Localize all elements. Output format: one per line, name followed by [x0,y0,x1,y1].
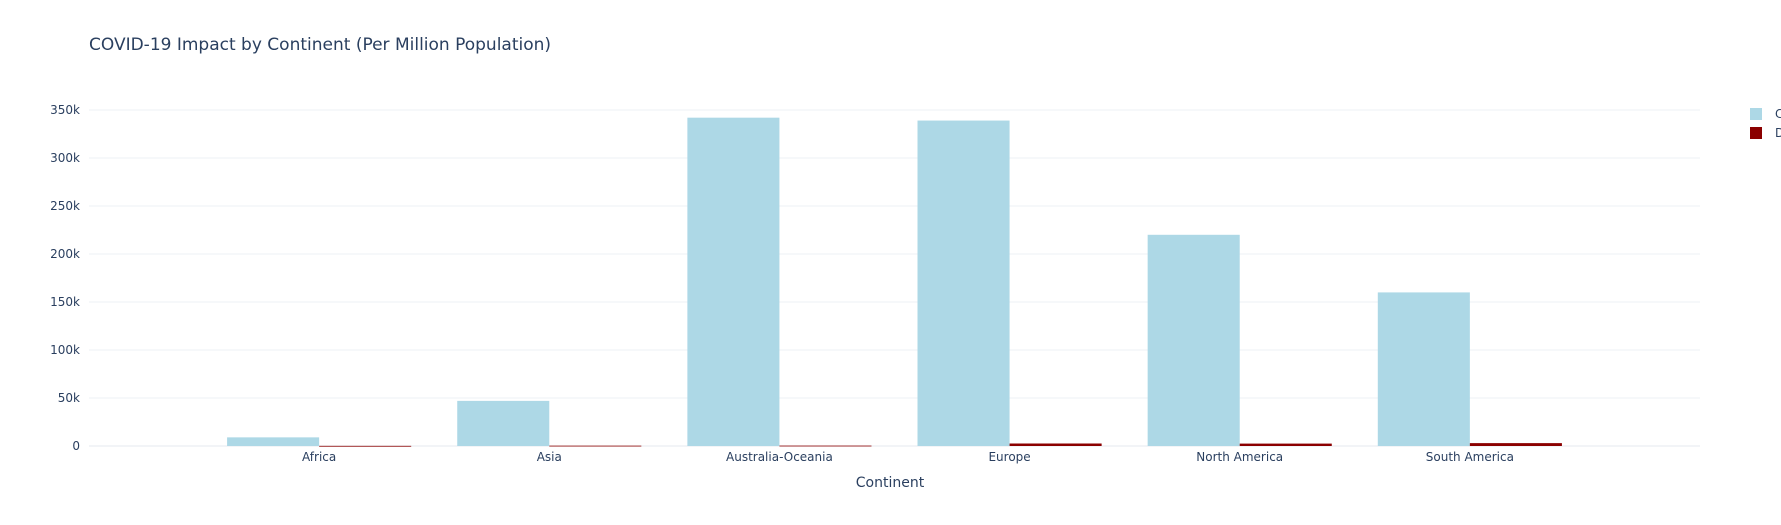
bar-series-c[interactable] [687,117,780,447]
bar-series-d[interactable] [1009,443,1102,446]
bar-series-d[interactable] [549,445,642,447]
bar-series-c[interactable] [457,400,550,446]
y-tick-label: 50k [58,391,80,405]
y-tick-label: 0 [72,439,80,453]
x-axis-title: Continent [856,475,925,491]
y-tick-label: 150k [50,295,80,309]
y-tick-labels: 0 50k 100k 150k 200k 250k 300k 350k [50,103,80,453]
legend[interactable]: CD [1750,107,1781,140]
x-tick-labels: Africa Asia Australia-Oceania Europe North A… [302,450,1514,464]
y-tick-label: 350k [50,103,80,117]
legend-swatch[interactable] [1750,108,1762,120]
bar-series-c[interactable] [227,437,320,446]
x-tick-label: North America [1196,450,1283,464]
x-tick-label: South America [1426,450,1514,464]
chart-title: COVID-19 Impact by Continent (Per Millio… [89,35,551,55]
bar-series-d[interactable] [1239,443,1332,446]
x-tick-label: Europe [988,450,1030,464]
y-tick-label: 100k [50,343,80,357]
bar-series-d[interactable] [779,445,872,447]
bar-series-c[interactable] [1377,292,1470,446]
legend-label[interactable]: D [1775,126,1781,140]
bars [227,117,1562,447]
y-tick-label: 300k [50,151,80,165]
legend-swatch[interactable] [1750,127,1762,139]
bar-series-c[interactable] [1147,234,1240,446]
y-tick-label: 200k [50,247,80,261]
bar-series-d[interactable] [319,445,412,447]
bar-series-d[interactable] [1469,443,1562,446]
x-tick-label: Asia [537,450,562,464]
x-tick-label: Australia-Oceania [726,450,833,464]
legend-label[interactable]: C [1775,107,1781,121]
y-tick-label: 250k [50,199,80,213]
bar-series-c[interactable] [917,120,1010,446]
x-tick-label: Africa [302,450,336,464]
